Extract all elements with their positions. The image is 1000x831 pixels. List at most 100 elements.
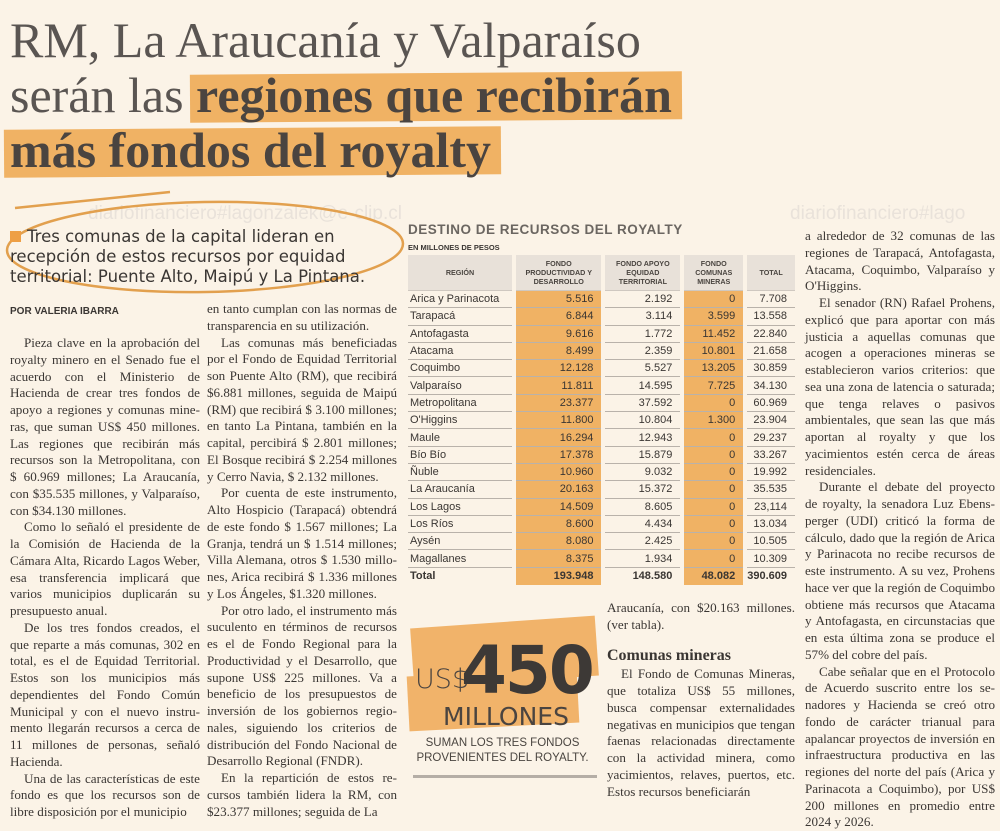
watermark: diariofinanciero#lago (790, 203, 965, 225)
caption-line: PROVENIENTES DEL ROYALTY. (405, 751, 600, 766)
paragraph: De los tres fondos creados, el que repar… (10, 620, 200, 771)
table-cell: 10.804 (605, 412, 680, 429)
table-cell: Valparaíso (408, 377, 512, 394)
headline-line-2: serán las regiones que recibirán (10, 67, 672, 123)
paragraph: Una de las características de este fondo… (10, 771, 200, 821)
paragraph: en tanto cumplan con las normas de trans… (207, 301, 397, 335)
table-cell: 0 (684, 533, 743, 550)
table-cell: Bío Bío (408, 447, 512, 464)
table-cell: 2.425 (605, 533, 680, 550)
table-cell: 193.948 (516, 568, 601, 585)
table-cell: 0 (684, 516, 743, 533)
paragraph: Cabe señalar que en el Protocolo de Acue… (805, 664, 995, 831)
byline: POR VALERIA IBARRA (10, 306, 119, 317)
table-cell: 16.294 (516, 429, 601, 446)
table-cell: 12.943 (605, 429, 680, 446)
table-cell: Total (408, 568, 512, 585)
table-cell: 22.840 (747, 326, 795, 343)
table-cell: Atacama (408, 343, 512, 360)
table-cell: 7.708 (747, 291, 795, 308)
subheading: Comunas mineras (607, 648, 795, 665)
table-cell: 30.859 (747, 360, 795, 377)
table-cell: 23.377 (516, 395, 601, 412)
table-cell: 1.772 (605, 326, 680, 343)
table-cell: La Araucanía (408, 481, 512, 498)
table-cell: 8.080 (516, 533, 601, 550)
paragraph: Durante el debate del proyecto de royalt… (805, 479, 995, 663)
table-cell: 13.034 (747, 516, 795, 533)
headline-line-3: más fondos del royalty (10, 122, 491, 178)
table-cell: 148.580 (605, 568, 680, 585)
table-cell: 5.516 (516, 291, 601, 308)
table-cell: 13.205 (684, 360, 743, 377)
table-cell: 3.114 (605, 308, 680, 325)
column-2: en tanto cumplan con las normas de trans… (207, 301, 397, 820)
table-cell: Antofagasta (408, 326, 512, 343)
table-cell: 15.372 (605, 481, 680, 498)
table-cell: 20.163 (516, 481, 601, 498)
table-cell: 0 (684, 464, 743, 481)
table-cell: 8.499 (516, 343, 601, 360)
divider (413, 775, 597, 778)
table-cell: 60.969 (747, 395, 795, 412)
table-cell: 0 (684, 395, 743, 412)
table-cell: Coquimbo (408, 360, 512, 377)
headline-text: serán las (10, 67, 196, 123)
table-cell: 8.605 (605, 499, 680, 516)
column-header: FONDO PRODUCTIVIDAD Y DESARROLLO (516, 255, 601, 291)
table-cell: Magallanes (408, 550, 512, 567)
table-cell: 14.509 (516, 499, 601, 516)
table-cell: Los Lagos (408, 499, 512, 516)
callout-unit: MILLONES (443, 702, 569, 731)
table-cell: 34.130 (747, 377, 795, 394)
paragraph: a alrededor de 32 comunas de las regione… (805, 228, 995, 295)
table-cell: 0 (684, 291, 743, 308)
table-cell: Maule (408, 429, 512, 446)
table-cell: 8.600 (516, 516, 601, 533)
table-cell: Metropolitana (408, 395, 512, 412)
table-cell: 11.800 (516, 412, 601, 429)
table-cell: 0 (684, 550, 743, 567)
table-cell: 11.811 (516, 377, 601, 394)
column-3: Araucanía, con $20.163 millones. (ver ta… (607, 600, 795, 800)
table-cell: 0 (684, 447, 743, 464)
table-cell: Arica y Parinacota (408, 291, 512, 308)
table-cell: 13.558 (747, 308, 795, 325)
table-cell: Tarapacá (408, 308, 512, 325)
bullet-square-icon (10, 231, 21, 242)
table-cell: 12.128 (516, 360, 601, 377)
table-cell: 8.375 (516, 550, 601, 567)
table-cell: 23.904 (747, 412, 795, 429)
headline-highlight: regiones que recibirán (196, 67, 672, 123)
table-cell: O'Higgins (408, 412, 512, 429)
table-cell: 9.032 (605, 464, 680, 481)
paragraph: El Fondo de Comunas Mineras, que totaliz… (607, 666, 795, 800)
table-cell: 6.844 (516, 308, 601, 325)
table-cell: 23,114 (747, 499, 795, 516)
paragraph: Por cuenta de este instrumento, Alto Hos… (207, 485, 397, 602)
headline-line-1: RM, La Araucanía y Valparaíso (10, 12, 641, 68)
table-cell: 17.378 (516, 447, 601, 464)
column-header: FONDO APOYO EQUIDAD TERRITORIAL (605, 255, 680, 291)
table-cell: 33.267 (747, 447, 795, 464)
table-cell: 11.452 (684, 326, 743, 343)
table-cell: 10.960 (516, 464, 601, 481)
table-cell: 37.592 (605, 395, 680, 412)
paragraph: Pieza clave en la aprobación del royalty… (10, 335, 200, 519)
table-cell: 10.505 (747, 533, 795, 550)
column-header: REGIÓN (408, 255, 512, 291)
paragraph: En la repartición de estos re­cursos tam… (207, 770, 397, 820)
table-cell: 15.879 (605, 447, 680, 464)
table-cell: 14.595 (605, 377, 680, 394)
headline-text: RM, La Araucanía y Valparaíso (10, 12, 641, 68)
royalty-table: DESTINO DE RECURSOS DEL ROYALTY EN MILLO… (408, 222, 795, 585)
